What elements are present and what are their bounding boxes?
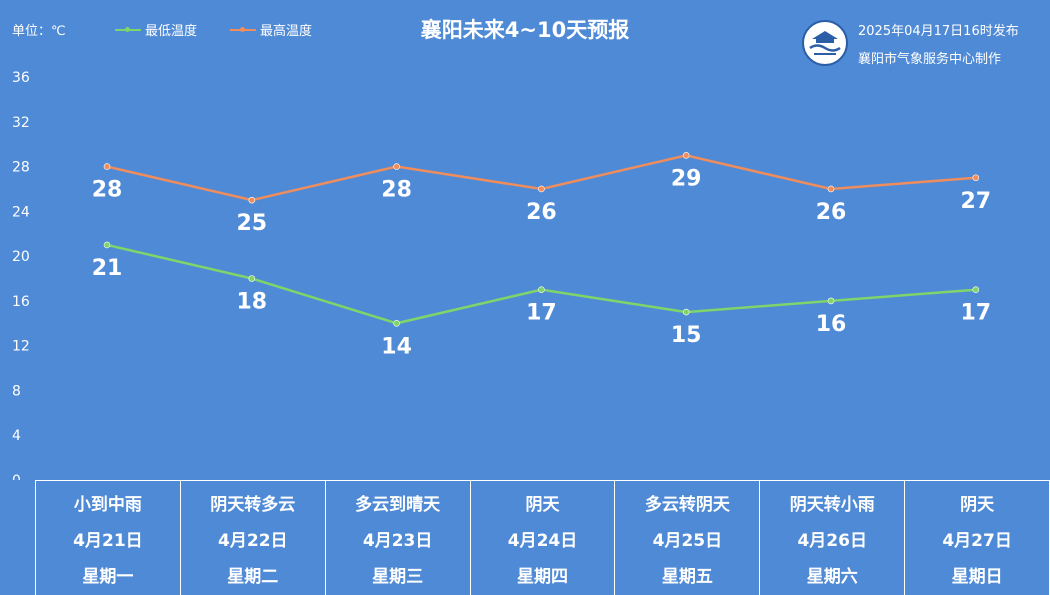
day-date: 4月21日 bbox=[73, 531, 143, 551]
day-column: 多云转阴天 4月25日星期五 bbox=[615, 481, 761, 595]
legend-item-min: 最低温度 bbox=[115, 20, 197, 39]
data-point bbox=[248, 196, 256, 204]
publisher: 襄阳市气象服务中心制作 bbox=[858, 52, 1002, 67]
data-point bbox=[103, 241, 111, 249]
data-label: 28 bbox=[381, 178, 412, 203]
logo bbox=[802, 20, 848, 66]
day-weather: 阴天转小雨 bbox=[789, 495, 875, 515]
day-column: 阴天 4月27日星期日 bbox=[905, 481, 1050, 595]
day-weekday: 星期四 bbox=[517, 567, 568, 587]
forecast-table: 小到中雨 4月21日星期一 阴天转多云 4月22日星期二 多云到晴天 4月23日星期三 阴天… bbox=[35, 480, 1050, 595]
data-point bbox=[682, 152, 690, 159]
data-point bbox=[393, 319, 400, 327]
data-point bbox=[393, 163, 400, 170]
data-label: 26 bbox=[816, 200, 847, 225]
data-label: 29 bbox=[671, 166, 702, 191]
legend-swatch-max bbox=[230, 26, 256, 32]
data-point bbox=[972, 286, 980, 293]
day-column: 阴天转小雨 4月26日星期六 bbox=[760, 481, 906, 595]
data-point bbox=[538, 286, 545, 293]
legend-label-max: 最高温度 bbox=[260, 24, 313, 39]
legend-item-max: 最高温度 bbox=[230, 20, 312, 39]
day-weather: 阴天 bbox=[960, 495, 995, 515]
temperature-chart: 0 4 8 12 16 20 24 28 32 36 21 18 14 17 15 16 17 28 25 28 26 2… bbox=[12, 70, 991, 480]
day-date: 4月24日 bbox=[507, 531, 578, 551]
series-line-1 bbox=[106, 154, 976, 202]
y-tick-label: 24 bbox=[12, 204, 30, 220]
y-tick-label: 36 bbox=[12, 70, 30, 86]
y-tick-label: 8 bbox=[12, 383, 21, 399]
y-tick-label: 0 bbox=[12, 473, 21, 480]
data-point bbox=[248, 275, 256, 282]
day-weather: 阴天 bbox=[525, 495, 560, 515]
day-column: 多云到晴天 4月23日星期三 bbox=[326, 481, 471, 595]
y-tick-label: 32 bbox=[12, 115, 30, 131]
day-date: 4月22日 bbox=[218, 531, 288, 551]
day-weekday: 星期六 bbox=[806, 567, 858, 587]
day-weather: 多云转阴天 bbox=[644, 495, 730, 515]
legend-label-min: 最低温度 bbox=[145, 24, 198, 39]
data-label: 28 bbox=[92, 178, 123, 203]
day-date: 4月25日 bbox=[652, 531, 723, 551]
day-weather: 小到中雨 bbox=[73, 495, 142, 515]
day-column: 阴天 4月24日星期四 bbox=[471, 481, 616, 595]
y-tick-label: 4 bbox=[12, 428, 21, 444]
data-label: 16 bbox=[816, 312, 847, 337]
data-label: 25 bbox=[236, 211, 267, 236]
day-date: 4月23日 bbox=[362, 531, 433, 551]
day-column: 小到中雨 4月21日星期一 bbox=[36, 481, 181, 595]
data-label: 26 bbox=[526, 200, 557, 225]
chart-title: 襄阳未来4~10天预报 bbox=[420, 18, 630, 42]
day-weekday: 星期日 bbox=[951, 567, 1003, 587]
data-point bbox=[972, 174, 980, 182]
publish-time: 2025年04月17日16时发布 bbox=[858, 24, 1019, 39]
data-label: 17 bbox=[960, 301, 991, 326]
data-point bbox=[538, 185, 545, 193]
day-date: 4月26日 bbox=[797, 531, 867, 551]
legend-swatch-min bbox=[115, 26, 141, 32]
day-weekday: 星期三 bbox=[372, 567, 424, 587]
day-column: 阴天转多云 4月22日星期二 bbox=[181, 481, 326, 595]
day-weather: 阴天转多云 bbox=[210, 495, 296, 515]
data-label: 21 bbox=[92, 256, 123, 281]
day-weekday: 星期二 bbox=[227, 567, 279, 587]
data-point bbox=[682, 308, 690, 316]
data-point bbox=[103, 163, 111, 170]
day-weekday: 星期五 bbox=[661, 567, 713, 587]
day-weekday: 星期一 bbox=[82, 567, 134, 587]
data-label: 14 bbox=[381, 334, 412, 359]
y-tick-label: 12 bbox=[12, 339, 30, 355]
data-point bbox=[827, 185, 835, 193]
day-weather: 多云到晴天 bbox=[355, 495, 441, 515]
day-date: 4月27日 bbox=[942, 531, 1012, 551]
data-label: 17 bbox=[526, 301, 557, 326]
y-tick-label: 20 bbox=[12, 249, 30, 265]
data-point bbox=[827, 297, 835, 305]
data-label: 18 bbox=[236, 290, 267, 315]
unit-label: 单位：℃ bbox=[12, 24, 66, 39]
data-label: 27 bbox=[960, 189, 991, 214]
data-label: 15 bbox=[671, 323, 702, 348]
y-tick-label: 16 bbox=[12, 294, 30, 310]
y-tick-label: 28 bbox=[12, 160, 30, 176]
